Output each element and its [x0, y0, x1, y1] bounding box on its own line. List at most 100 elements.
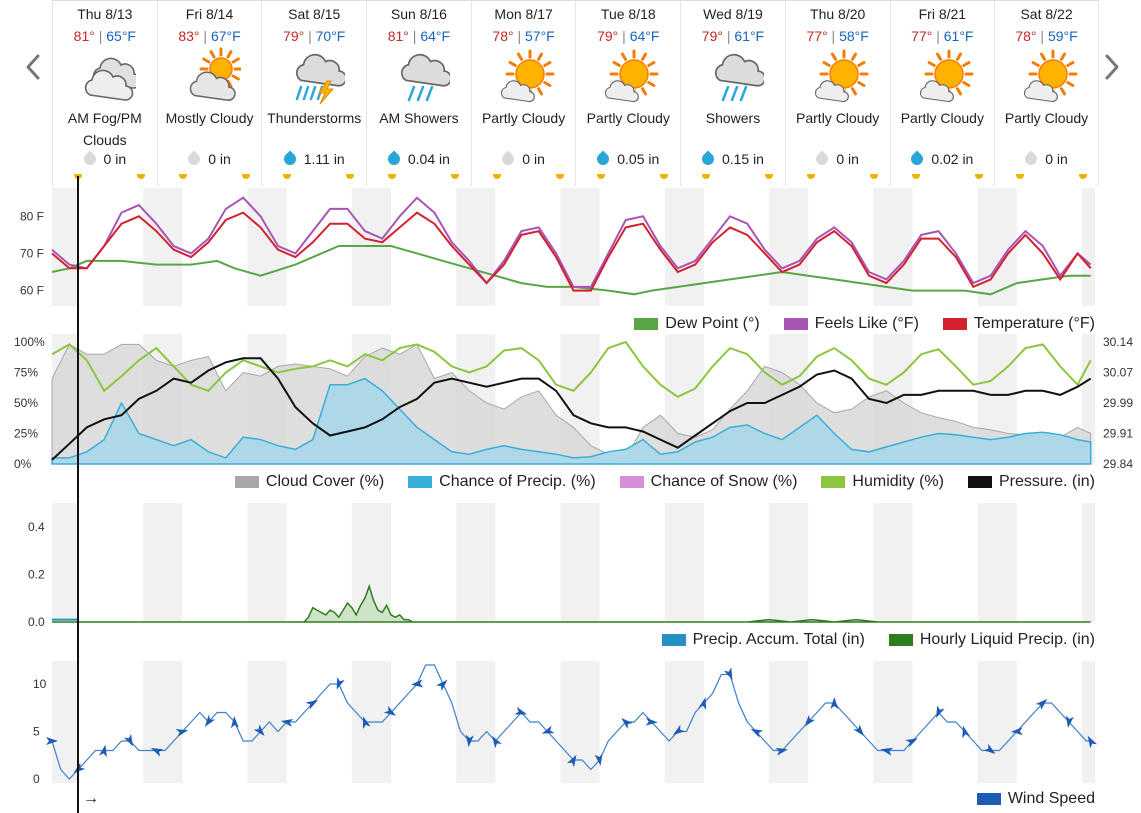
day-forecast-column[interactable]: Wed 8/19 79° | 61°F Showers 0.15 in [680, 1, 785, 186]
day-temperature-range: 81° | 65°F [53, 28, 157, 44]
precip-amount-text: 0.04 in [407, 151, 450, 167]
low-temperature: 64°F [629, 28, 660, 44]
day-condition-label: Partly Cloudy [1004, 110, 1089, 126]
night-band [1081, 661, 1095, 783]
night-band [873, 661, 913, 783]
wind-direction-arrow-icon [253, 724, 265, 736]
night-band [664, 503, 704, 622]
pressure-axis-tick: 30.07 [1103, 366, 1133, 380]
sunset-icon [1079, 174, 1088, 179]
day-temperature-range: 77° | 61°F [891, 28, 995, 44]
precip-amount-text: 0 in [522, 151, 545, 167]
sunrise-icon [388, 174, 397, 179]
wind-axis-tick: 10 [33, 677, 47, 691]
wind-direction-arrow-icon [804, 714, 816, 727]
legend-item[interactable]: Feels Like (°F) [783, 315, 919, 333]
day-forecast-column[interactable]: Thu 8/20 77° | 58°F Partly Cloudy 0 in [784, 1, 890, 186]
legend-label: Hourly Liquid Precip. (in) [919, 631, 1095, 648]
partly-cloudy-icon [1024, 49, 1078, 103]
legend-label: Temperature (°F) [973, 315, 1095, 332]
sunset-icon [346, 174, 355, 179]
wind-direction-arrow-icon [905, 738, 918, 748]
legend-item[interactable]: Chance of Precip. (%) [408, 473, 596, 491]
high-temperature: 77° [911, 28, 933, 44]
partly-cloudy-icon [605, 49, 659, 103]
precip-amount-text: 0.05 in [617, 151, 660, 167]
day-temperature-range: 78° | 57°F [472, 28, 576, 44]
legend-item[interactable]: Chance of Snow (%) [619, 473, 797, 491]
night-band [143, 661, 183, 783]
sunset-icon [137, 174, 145, 179]
wind-direction-arrow-icon [672, 724, 686, 736]
pressure-axis-tick: 30.14 [1103, 335, 1133, 349]
high-temperature: 79° [283, 28, 305, 44]
wind-direction-arrow-icon [830, 697, 839, 709]
day-date-label: Wed 8/19 [703, 6, 763, 22]
low-temperature: 59°F [1047, 28, 1078, 44]
precip-axis-tick: 0.0 [28, 615, 45, 629]
legend-item[interactable]: Dew Point (°) [634, 315, 760, 333]
wind-direction-arrow-icon [436, 679, 448, 692]
wind-direction-arrow-icon [175, 729, 189, 737]
temperature-axis-tick: 60 F [20, 284, 44, 298]
night-band [769, 661, 809, 783]
series-line-dew-point- [51, 245, 1091, 296]
legend-swatch [634, 318, 659, 330]
day-date-label: Thu 8/20 [810, 6, 866, 22]
day-date-label: Fri 8/14 [185, 6, 234, 22]
high-temperature: 81° [73, 28, 95, 44]
day-forecast-column[interactable]: Sat 8/22 78° | 59°F Partly Cloudy 0 in [994, 1, 1099, 186]
day-date-label: Sun 8/16 [390, 6, 447, 22]
daily-forecast-strip: Thu 8/13 81° | 65°F AM Fog/PM Clouds 0 in Fr… [52, 0, 1099, 186]
legend-item[interactable]: Cloud Cover (%) [234, 473, 384, 491]
day-condition-label: Mostly Cloudy [165, 110, 254, 126]
legend-label: Wind Speed [1007, 790, 1095, 807]
wind-direction-arrow-icon [514, 706, 528, 715]
day-forecast-column[interactable]: Mon 8/17 78° | 57°F Partly Cloudy 0 in [470, 1, 576, 186]
day-forecast-column[interactable]: Fri 8/14 83° | 67°F Mostly Cloudy 0 in [156, 1, 262, 186]
sunset-icon [241, 174, 250, 179]
day-condition-label: Showers [705, 110, 761, 126]
night-band [560, 661, 600, 783]
series-line-feels-like-f- [51, 196, 1092, 288]
day-date-label: Sat 8/15 [288, 6, 341, 22]
low-temperature: 61°F [734, 28, 765, 44]
wind-direction-arrow-icon [465, 734, 474, 747]
low-temperature: 70°F [315, 28, 346, 44]
temperature-separator: | [408, 28, 421, 44]
legend-item[interactable]: Temperature (°F) [942, 315, 1095, 333]
legend-label: Pressure. (in) [998, 473, 1095, 490]
wind-direction-arrow-icon [230, 716, 239, 729]
day-forecast-column[interactable]: Sun 8/16 81° | 64°F AM Showers 0.04 in [366, 1, 471, 186]
day-forecast-column[interactable]: Sat 8/15 79° | 70°F Thunderstorms 1.11 in [261, 1, 366, 186]
legend-item[interactable]: Pressure. (in) [967, 473, 1095, 491]
day-precip-amount: 0.02 in [891, 150, 995, 168]
night-band [247, 661, 287, 783]
legend-item[interactable]: Hourly Liquid Precip. (in) [888, 631, 1095, 649]
day-precip-amount: 1.11 in [262, 150, 366, 168]
previous-days-arrow-icon[interactable] [20, 50, 48, 84]
low-temperature: 57°F [525, 28, 555, 44]
temperature-separator: | [1036, 28, 1048, 44]
legend-item[interactable]: Precip. Accum. Total (in) [661, 631, 865, 649]
current-time-arrow: → [83, 790, 99, 807]
night-band [456, 188, 496, 306]
temperature-chart-legend: Dew Point (°) Feels Like (°F) Temperature … [610, 315, 1095, 333]
temperature-separator: | [618, 28, 630, 44]
night-band [1081, 188, 1095, 306]
day-precip-amount: 0 in [786, 150, 890, 168]
day-condition-label: Thunderstorms [267, 110, 362, 126]
percent-axis-tick: 0% [14, 457, 32, 471]
high-temperature: 79° [597, 28, 619, 44]
day-forecast-column[interactable]: Thu 8/13 81° | 65°F AM Fog/PM Clouds 0 in [52, 1, 157, 186]
pressure-axis-tick: 29.84 [1103, 457, 1133, 471]
legend-item[interactable]: Humidity (%) [821, 473, 944, 491]
day-temperature-range: 78° | 59°F [995, 28, 1098, 44]
current-time-marker[interactable] [77, 176, 79, 813]
legend-item[interactable]: Wind Speed [976, 790, 1095, 808]
temperature-separator: | [94, 28, 107, 44]
day-forecast-column[interactable]: Fri 8/21 77° | 61°F Partly Cloudy 0.02 in [889, 1, 995, 186]
day-forecast-column[interactable]: Tue 8/18 79° | 64°F Partly Cloudy 0.05 in [575, 1, 680, 186]
next-days-arrow-icon[interactable] [1099, 50, 1127, 84]
